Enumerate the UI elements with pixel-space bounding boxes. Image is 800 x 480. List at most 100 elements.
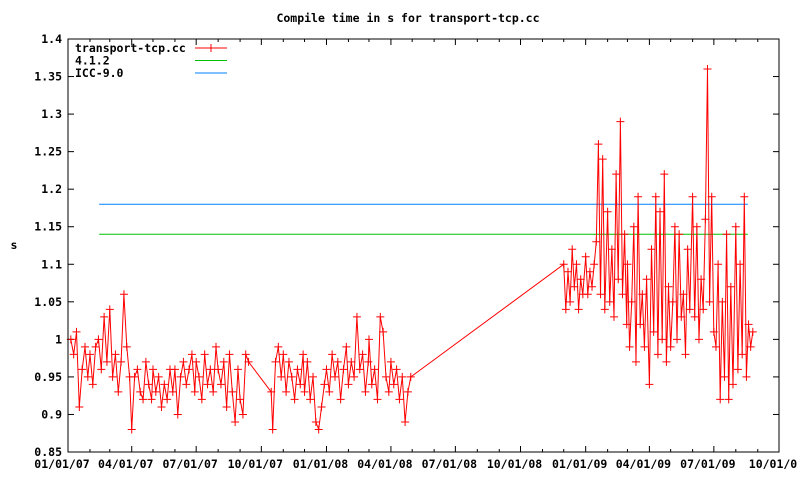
data-point: [724, 395, 733, 404]
data-point: [206, 365, 215, 374]
data-point: [685, 305, 694, 314]
data-point: [679, 290, 688, 299]
data-point: [290, 395, 299, 404]
data-point: [130, 372, 139, 381]
data-point: [277, 372, 286, 381]
data-point: [122, 342, 131, 351]
data-point: [731, 222, 740, 231]
data-point: [379, 327, 388, 336]
y-tick-label: 0.9: [41, 407, 62, 421]
data-point: [668, 297, 677, 306]
data-point: [384, 387, 393, 396]
y-axis-label: s: [11, 238, 18, 252]
data-point: [139, 395, 148, 404]
data-point: [108, 372, 117, 381]
data-point: [182, 380, 191, 389]
data-point: [190, 387, 199, 396]
data-point: [381, 372, 390, 381]
data-point: [136, 387, 145, 396]
data-point: [187, 350, 196, 359]
data-point: [339, 365, 348, 374]
data-point: [168, 387, 177, 396]
data-point: [748, 327, 757, 336]
data-point: [314, 425, 323, 434]
y-tick-label: 1: [55, 332, 62, 346]
data-point: [195, 372, 204, 381]
data-point: [244, 357, 253, 366]
data-point: [222, 402, 231, 411]
data-point: [144, 380, 153, 389]
data-point: [279, 350, 288, 359]
data-point: [328, 350, 337, 359]
data-point: [634, 192, 643, 201]
data-point: [176, 372, 185, 381]
data-point: [398, 372, 407, 381]
x-tick-label: 01/01/09: [552, 457, 607, 471]
data-point: [133, 365, 142, 374]
data-point: [705, 297, 714, 306]
data-point: [344, 380, 353, 389]
data-point: [282, 387, 291, 396]
data-point: [642, 275, 651, 284]
data-point: [216, 380, 225, 389]
data-point: [293, 365, 302, 374]
data-point: [160, 380, 169, 389]
data-point: [219, 357, 228, 366]
data-point: [561, 305, 570, 314]
plot-frame: [67, 38, 780, 453]
legend-label: 4.1.2: [75, 54, 110, 68]
data-point: [670, 222, 679, 231]
data-point: [268, 425, 277, 434]
data-point: [274, 342, 283, 351]
data-point: [154, 372, 163, 381]
data-point: [114, 387, 123, 396]
data-point: [287, 372, 296, 381]
y-tick-label: 1.3: [41, 107, 62, 121]
data-point: [350, 372, 359, 381]
data-point: [197, 395, 206, 404]
y-tick-label: 1.4: [41, 32, 62, 46]
data-point: [738, 350, 747, 359]
y-tick-label: 1.2: [41, 182, 62, 196]
data-point: [192, 357, 201, 366]
data-point: [300, 387, 309, 396]
data-point: [718, 297, 727, 306]
data-point: [631, 357, 640, 366]
y-tick-label: 1.25: [34, 145, 62, 159]
data-point: [225, 350, 234, 359]
data-point: [585, 267, 594, 276]
y-tick-label: 1.05: [34, 295, 62, 309]
data-point: [358, 350, 367, 359]
data-point: [638, 290, 647, 299]
data-point: [173, 410, 182, 419]
data-point: [707, 192, 716, 201]
data-point: [625, 342, 634, 351]
data-point: [200, 350, 209, 359]
data-point: [666, 342, 675, 351]
data-point: [151, 387, 160, 396]
legend-label: ICC-9.0: [75, 66, 124, 80]
data-point: [681, 350, 690, 359]
data-point: [647, 245, 656, 254]
data-point: [364, 335, 373, 344]
data-point: [105, 305, 114, 314]
data-point: [127, 425, 136, 434]
data-point: [714, 260, 723, 269]
data-point: [651, 192, 660, 201]
x-tick-label: 04/01/09: [616, 457, 671, 471]
data-point: [598, 155, 607, 164]
data-point: [699, 305, 708, 314]
data-point: [746, 342, 755, 351]
data-point: [703, 65, 712, 74]
data-point: [583, 290, 592, 299]
data-point: [306, 395, 315, 404]
y-tick-label: 1.35: [34, 70, 62, 84]
data-point: [336, 395, 345, 404]
data-point: [88, 380, 97, 389]
data-point: [72, 327, 81, 336]
data-point: [100, 312, 109, 321]
data-point: [347, 357, 356, 366]
data-point: [572, 260, 581, 269]
data-point: [709, 327, 718, 336]
data-point: [636, 320, 645, 329]
